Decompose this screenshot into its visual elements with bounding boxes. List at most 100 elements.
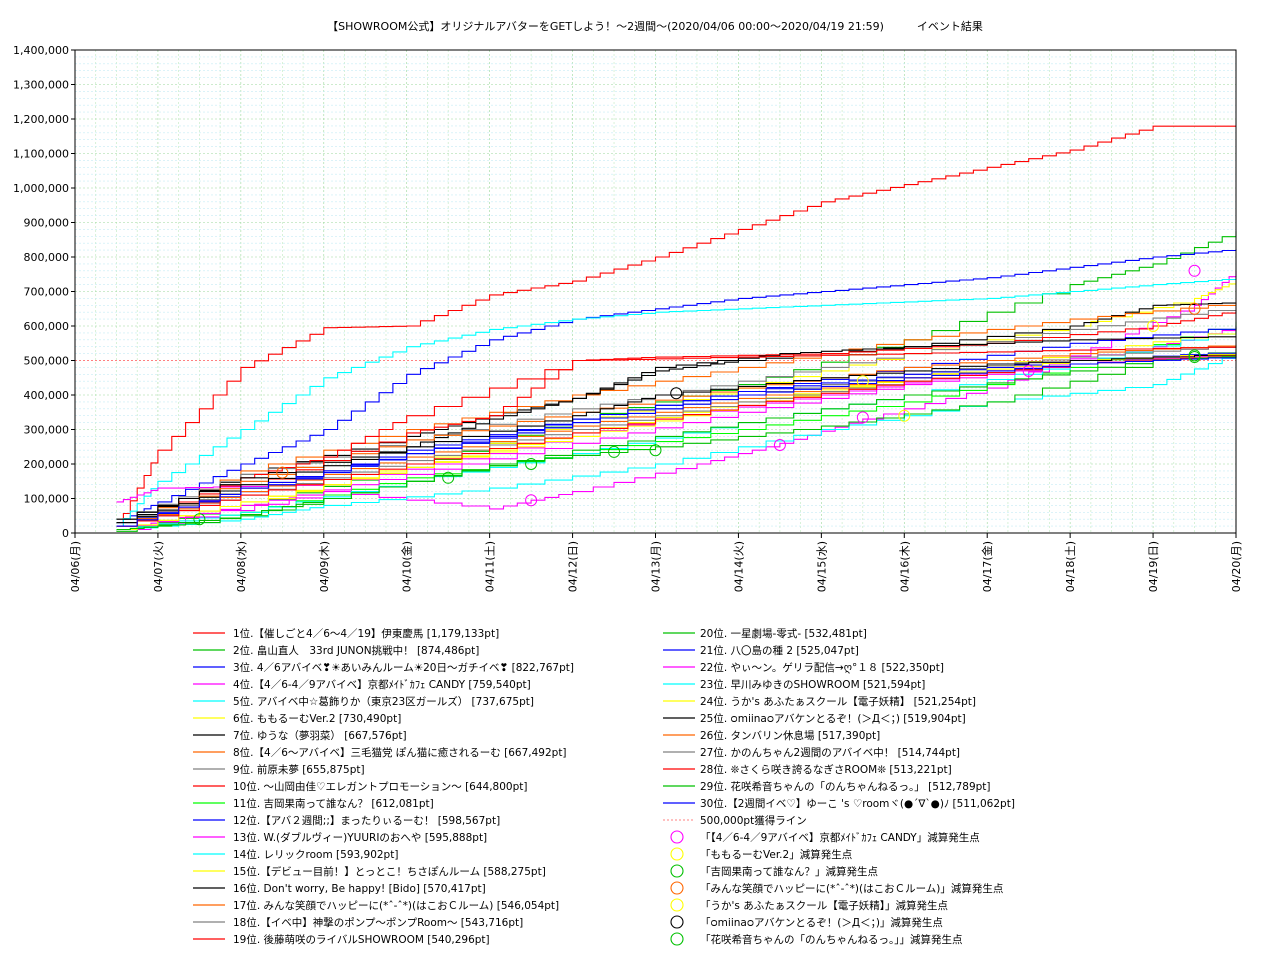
series-line [116,344,1237,527]
legend-label: 16位. Don't worry, Be happy! [Bido] [570,… [233,882,486,895]
legend-swatch [670,932,684,946]
legend-label: 26位. タンバリン休息場 [517,390pt] [700,729,880,742]
legend-label: 24位. うか's あふたぁスクール【電子妖精】 [521,254pt] [700,695,976,708]
x-tick-label: 04/11(土) [484,541,497,592]
legend-swatch [670,847,684,861]
marker-point [1022,364,1035,377]
legend-label: 23位. 早川みゆきのSHOWROOM [521,594pt] [700,678,925,691]
legend-label: 「ももるーむVer.2」減算発生点 [700,848,852,861]
legend-label: 1位.【催しごと4／6〜4／19】伊東慶馬 [1,179,133pt] [233,627,499,640]
marker-point [1188,302,1201,315]
x-tick-label: 04/09(木) [318,541,331,592]
legend-label: 15位.【デビュー目前！】とっとこ！ちさぽんルーム [588,275pt] [233,865,546,878]
legend-label: 20位. 一星劇場-零式- [532,481pt] [700,627,867,640]
legend-label: 21位. 八〇島の種 2 [525,047pt] [700,644,859,657]
y-tick-label: 900,000 [24,217,70,230]
legend-label: 11位. 吉岡果南って誰なん？ [612,081pt] [233,797,434,810]
legend-swatch [670,915,684,929]
marker-point [1188,264,1201,277]
x-tick-label: 04/17(金) [980,541,994,592]
legend-label: 13位. W.(ダブルヴィー)YUURIのおへや [595,888pt] [233,831,487,844]
series-line [116,125,1236,527]
legend-label: 「吉岡果南って誰なん？」減算発生点 [700,865,878,878]
x-tick-label: 04/14(火) [732,541,745,592]
series-lines [116,125,1237,532]
legend-label: 17位. みんな笑顔でハッピーに(*ˆ-ˆ*)(はこおＣルーム) [546,05… [233,899,559,912]
y-tick-label: 500,000 [24,355,70,368]
y-tick-label: 400,000 [24,389,70,402]
legend-label: 7位. ゆうな（夢羽菜） [667,576pt] [233,729,407,742]
series-line [116,346,1237,527]
x-tick-label: 04/06(月) [69,541,82,592]
y-tick-label: 300,000 [24,424,70,437]
marker-point [856,375,869,388]
x-tick-label: 04/19(日) [1147,541,1160,592]
x-tick-label: 04/13(月) [650,541,663,592]
legend-label: 19位. 後藤萌咲のライバルSHOWROOM [540,296pt] [233,933,490,946]
series-line [116,353,1237,531]
marker-point [442,471,455,484]
legend-label: 12位.【アバ２週間;;】まったりぃるーむ！ [598,567pt] [233,814,500,827]
legend-label: 8位.【4／6〜アバイベ】三毛猫党 ぽん猫に癒されるーむ [667,492pt] [233,746,567,759]
series-line [116,349,1237,531]
marker-point [1147,320,1160,332]
y-tick-label: 1,200,000 [13,113,69,126]
legend-label: 18位.【イベ中】神撃のポンプ〜ポンプRoom〜 [543,716pt] [233,916,523,929]
x-tick-label: 04/07(火) [152,541,165,592]
y-tick-label: 1,100,000 [13,148,69,161]
marker-point [856,411,869,424]
legend-label: 「うか's あふたぁスクール【電子妖精】」減算発生点 [700,899,948,912]
legend-swatch [670,881,684,895]
marker-point [608,445,621,458]
series-line [116,356,1237,531]
y-tick-label: 1,000,000 [13,182,69,195]
legend-label: 2位. 畠山直人 33rd JUNON挑戦中！ [874,486pt] [233,644,479,657]
legend-label: 「花咲希音ちゃんの「のんちゃんねるっ。」」減算発生点 [700,933,963,946]
legend-label: 6位. ももるーむVer.2 [730,490pt] [233,712,401,725]
legend-label: 「【4／6-4／9アバイベ】京都ﾒｲﾄﾞｶﾌｪ CANDY」減算発生点 [700,831,980,844]
x-tick-label: 04/12(日) [567,541,580,592]
series-line [116,353,1237,524]
marker-point [649,444,662,457]
marker-point [525,458,538,470]
chart-title: 【SHOWROOM公式】オリジナルアバターをGETしよう！〜2週間〜(2020/… [327,19,983,33]
legend-swatch [670,864,684,878]
y-tick-label: 200,000 [24,458,70,471]
legend-label: 5位. アバイベ中☆葛飾りか（東京23区ガールズ） [737,675pt] [233,695,534,708]
x-tick-label: 04/10(金) [400,541,414,592]
y-tick-label: 800,000 [24,251,70,264]
legend-label: 「ᴑmiinaᴑアバケンとるぞ！(＞Д＜；)」減算発生点 [700,916,943,929]
x-tick-label: 04/20(月) [1230,541,1243,592]
x-tick-label: 04/08(水) [235,541,248,592]
series-line [116,356,1237,527]
legend-label: 29位. 花咲希音ちゃんの「のんちゃんねるっ。」 [512,789pt] [700,780,991,793]
legend-label: 10位. 〜山岡由佳♡エレガントプロモーション〜 [644,800pt] [233,780,527,793]
marker-point [773,439,786,452]
y-tick-label: 0 [62,527,69,540]
x-tick-label: 04/18(土) [1064,541,1077,592]
series-line [116,249,1237,524]
legend-label: 「みんな笑顔でハッピーに(*ˆ-ˆ*)(はこおＣルーム)」減算発生点 [700,882,1003,895]
marker-point [525,494,538,507]
y-tick-label: 1,400,000 [13,44,69,57]
marker-point [193,513,206,526]
grid [74,49,1237,534]
series-line [116,278,1237,527]
legend-label: 28位. ❊さくら咲き誇るなぎさROOM❊ [513,221pt] [700,763,952,776]
series-line [116,302,1237,527]
legend-label: 22位. やぃ〜ン。ゲリラ配信→ღ°１８ [522,350pt] [700,661,944,674]
y-tick-label: 700,000 [24,286,70,299]
legend-label: 3位. 4／6アバイベ❣☀あいみんルーム☀20日〜ガチイベ❣ [822,767p… [233,661,574,674]
legend-label: 27位. かのんちゃん2週間のアバイベ中！ [514,744pt] [700,746,960,759]
legend-swatch [670,830,684,844]
axes: 0 100,000 200,000 300,000 400,000 500,000 600,… [13,44,1243,592]
legend-label: 30位.【2週間イベ♡】ゆーこ 's ♡roomヾ(●ˊ∇ˋ●)ﾉ [511,0… [700,797,1015,810]
legend-label: 4位.【4／6-4／9アバイベ】京都ﾒｲﾄﾞｶﾌｪ CANDY [759,540… [233,678,531,691]
marker-points [193,264,1201,526]
y-tick-label: 100,000 [24,493,70,506]
marker-point [1188,349,1201,362]
legend-label: 25位. ᴑmiinaᴑアバケンとるぞ！(＞Д＜；) [519,904pt] [700,712,966,725]
marker-point [276,466,289,479]
legend-label: 9位. 前原未夢 [655,875pt] [233,763,365,776]
